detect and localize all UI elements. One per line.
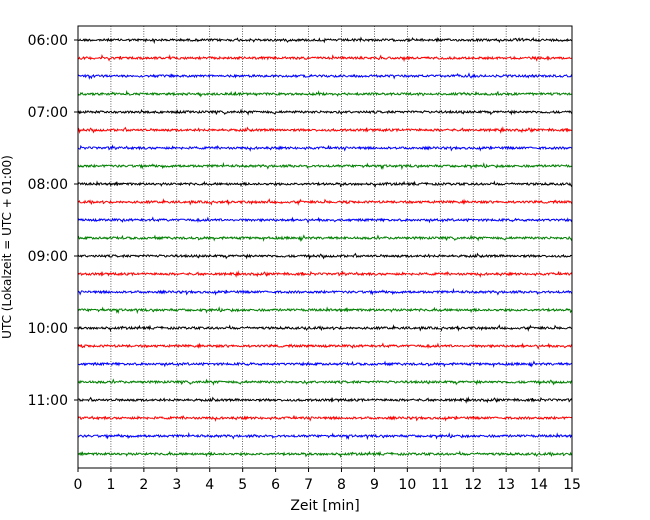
y-tick-label: 07:00 (28, 105, 68, 121)
trace-1000 (77, 324, 573, 332)
trace-0845 (77, 234, 573, 243)
x-tick-label: 10 (398, 477, 416, 493)
trace-1100 (77, 396, 573, 404)
trace-0630 (77, 72, 573, 80)
y-tick-label: 09:00 (28, 249, 68, 265)
x-tick-label: 7 (304, 477, 313, 493)
trace-0700 (77, 108, 573, 116)
x-tick-label: 14 (530, 477, 548, 493)
x-tick-label: 2 (139, 477, 148, 493)
x-tick-label: 6 (271, 477, 280, 493)
x-tick-label: 9 (370, 477, 379, 493)
trace-1030 (77, 360, 573, 368)
trace-0645 (77, 89, 573, 98)
x-tick-label: 5 (238, 477, 247, 493)
y-tick-label: 10:00 (28, 321, 68, 337)
trace-0915 (77, 270, 573, 278)
trace-0830 (77, 216, 573, 224)
x-tick-label: 3 (172, 477, 181, 493)
trace-0900 (77, 252, 573, 260)
x-axis-label: Zeit [min] (290, 498, 359, 514)
x-tick-label: 1 (106, 477, 115, 493)
x-axis-ticks: 0 1 2 3 4 5 6 7 8 9 10 11 12 13 14 15 (74, 468, 581, 493)
x-tick-label: 12 (464, 477, 482, 493)
trace-0800 (77, 180, 573, 188)
x-grid (110, 26, 540, 468)
x-tick-label: 11 (431, 477, 449, 493)
trace-1130 (77, 431, 573, 441)
x-tick-label: 0 (74, 477, 83, 493)
trace-0815 (77, 198, 573, 206)
y-tick-label: 08:00 (28, 177, 68, 193)
x-tick-label: 4 (205, 477, 214, 493)
x-tick-label: 13 (497, 477, 515, 493)
y-axis-label: UTC (Lokalzeit = UTC + 01:00) (0, 155, 14, 339)
trace-1115 (77, 414, 573, 422)
trace-1015 (77, 342, 573, 350)
trace-0730 (77, 144, 573, 152)
trace-0945 (77, 306, 573, 315)
trace-0715 (77, 126, 573, 134)
y-tick-label: 06:00 (28, 33, 68, 49)
trace-0615 (77, 54, 573, 63)
y-axis-ticks: 06:00 07:00 08:00 09:00 10:00 11:00 (28, 33, 78, 409)
x-tick-label: 15 (563, 477, 581, 493)
trace-0600 (77, 36, 572, 45)
trace-0745 (77, 161, 573, 171)
trace-0930 (77, 287, 573, 296)
trace-1145 (77, 450, 573, 458)
plot-frame (77, 25, 573, 469)
y-tick-label: 11:00 (28, 393, 68, 409)
trace-1045 (77, 378, 573, 387)
x-tick-label: 8 (337, 477, 346, 493)
seismogram-traces (77, 36, 573, 458)
